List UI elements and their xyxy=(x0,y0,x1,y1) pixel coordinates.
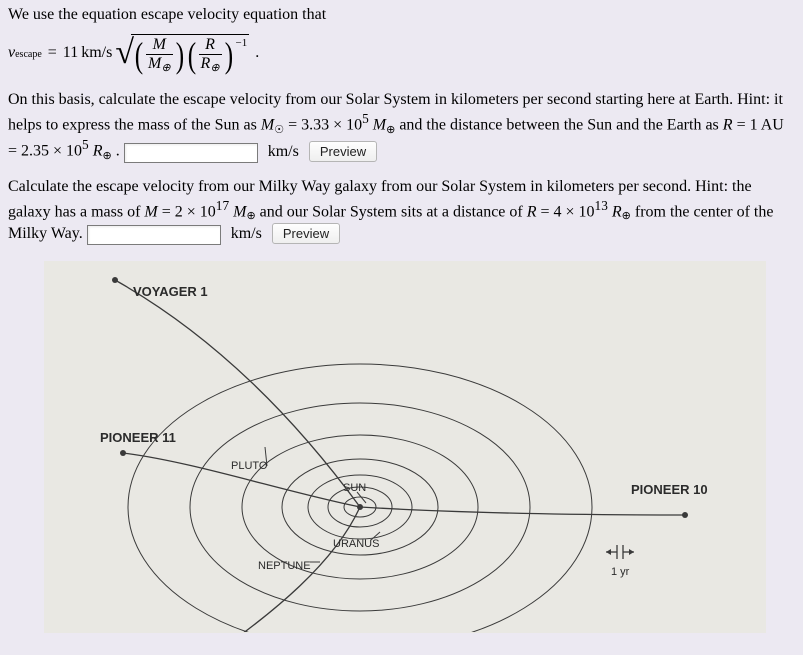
eq-radicand: ( M M⊕ ) ( R R⊕ ) −1 xyxy=(131,34,249,72)
q2-m-unit: M xyxy=(233,203,246,220)
lparen-2-icon: ( xyxy=(187,40,195,70)
label-uranus: URANUS xyxy=(333,538,379,550)
q2-r-lhs: R xyxy=(527,203,537,220)
label-neptune: NEPTUNE xyxy=(258,560,311,572)
label-pioneer10: PIONEER 10 xyxy=(631,482,708,497)
eq-frac1-num: M xyxy=(151,37,168,54)
q1-text-b: and the distance between the Sun and the… xyxy=(399,117,722,134)
escape-velocity-equation: vescape = 11 km/s √ ( M M⊕ ) ( R R⊕ ) −1… xyxy=(8,34,795,72)
eq-units: km/s xyxy=(81,44,112,62)
eq-frac1-den: M⊕ xyxy=(146,54,173,72)
q1-text-c: . xyxy=(116,143,124,160)
eq-exponent: −1 xyxy=(236,37,248,49)
diagram-svg xyxy=(45,262,765,632)
q1-unit-label: km/s xyxy=(268,143,299,160)
eq-equals: = xyxy=(48,44,57,62)
earth-symbol-icon-3: ⊕ xyxy=(246,210,255,222)
q2-answer-input[interactable] xyxy=(87,225,221,245)
q2-m-eq: = 2 × 10 xyxy=(162,203,216,220)
question-2: Calculate the escape velocity from our M… xyxy=(8,177,795,245)
q2-preview-button[interactable]: Preview xyxy=(272,223,340,244)
q1-msun-unit: M xyxy=(373,117,386,134)
eq-frac-mass: M M⊕ xyxy=(146,37,173,72)
rparen-2-icon: ) xyxy=(224,40,232,70)
q2-r-exp: 13 xyxy=(595,198,608,213)
q1-answer-input[interactable] xyxy=(124,143,258,163)
q2-m-exp: 17 xyxy=(216,198,229,213)
earth-symbol-icon-4: ⊕ xyxy=(622,210,631,222)
eq-frac2-den: R⊕ xyxy=(199,54,222,72)
earth-symbol-icon: ⊕ xyxy=(386,124,395,136)
label-scale: 1 yr xyxy=(611,566,629,578)
eq-frac-radius: R R⊕ xyxy=(199,37,222,72)
q2-m-lhs: M xyxy=(144,203,157,220)
q1-preview-button[interactable]: Preview xyxy=(309,141,377,162)
q1-r-unit: R xyxy=(93,143,103,160)
eq-lhs-sub: escape xyxy=(15,49,42,60)
question-1: On this basis, calculate the escape velo… xyxy=(8,90,795,163)
q2-unit-label: km/s xyxy=(231,225,262,242)
q2-text-b: and our Solar System sits at a distance … xyxy=(260,203,527,220)
lparen-1-icon: ( xyxy=(135,40,143,70)
q2-r-unit: R xyxy=(612,203,622,220)
earth-symbol-icon-2: ⊕ xyxy=(103,150,112,162)
label-pioneer11: PIONEER 11 xyxy=(100,430,176,445)
q1-r-exp: 5 xyxy=(82,137,89,152)
eq-lhs-var: v xyxy=(8,44,15,62)
sun-symbol-icon: ☉ xyxy=(274,124,284,136)
q2-r-eq: = 4 × 10 xyxy=(541,203,595,220)
solar-system-diagram: VOYAGER 1 PIONEER 11 PIONEER 10 PLUTO SU… xyxy=(44,261,766,633)
q1-msun-lhs: M xyxy=(261,117,274,134)
label-sun: SUN xyxy=(343,482,366,494)
q1-r-lhs: R xyxy=(723,117,733,134)
eq-frac2-num: R xyxy=(203,37,217,54)
eq-coef: 11 xyxy=(63,44,78,62)
label-voyager1: VOYAGER 1 xyxy=(133,284,208,299)
label-pluto: PLUTO xyxy=(231,460,267,472)
q1-msun-eq: = 3.33 × 10 xyxy=(288,117,362,134)
eq-trailing: . xyxy=(255,44,259,62)
q1-msun-exp: 5 xyxy=(362,111,369,126)
rparen-1-icon: ) xyxy=(175,40,183,70)
intro-text: We use the equation escape velocity equa… xyxy=(8,6,795,24)
eq-sqrt: √ ( M M⊕ ) ( R R⊕ ) −1 xyxy=(115,34,249,72)
